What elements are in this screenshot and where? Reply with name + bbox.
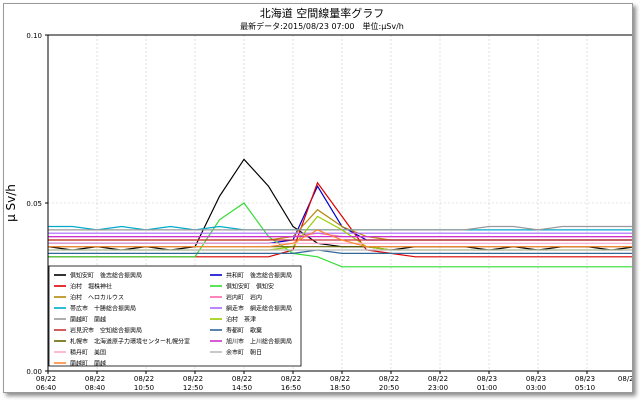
x-tick-time-label: 01:00 [477, 384, 497, 392]
series-line-4 [48, 202, 632, 268]
legend-label: 俱知安町 後志総合振興局 [70, 272, 142, 280]
chart-frame: 北海道 空間線量率グラフ 最新データ:2015/08/23 07:00 単位:μ… [3, 3, 633, 393]
line-chart: 北海道 空間線量率グラフ 最新データ:2015/08/23 07:00 単位:μ… [4, 6, 632, 392]
y-tick-label: 0.00 [26, 368, 42, 376]
chart-title: 北海道 空間線量率グラフ [260, 6, 385, 20]
x-tick-date-label: 08/23 [526, 375, 546, 383]
x-tick-date-label: 08/22 [281, 375, 301, 383]
x-tick-time-label: 20:50 [379, 384, 399, 392]
x-tick-date-label: 08/22 [330, 375, 350, 383]
series-line-3 [48, 181, 632, 258]
legend-label: 岩内町 岩内 [226, 294, 262, 302]
x-tick-time-label: 18:50 [330, 384, 350, 392]
x-tick-time-label: 08:40 [85, 384, 105, 392]
legend-label: 泊村 茶津 [226, 316, 256, 324]
x-tick-time-label: 23:00 [428, 384, 448, 392]
x-tick-date-label: 08/22 [232, 375, 252, 383]
legend-label: 余市町 朝日 [226, 349, 262, 357]
x-tick-date-label: 08/22 [85, 375, 105, 383]
x-tick-date-label: 08/22 [428, 375, 448, 383]
series-line-2 [48, 184, 632, 244]
series-lines [47, 158, 632, 268]
legend-label: 岩見沢市 空知総合振興局 [70, 327, 142, 335]
legend-label: 札幌市 北海道原子力環境センター札幌分室 [70, 338, 190, 346]
legend-label: 旭川市 上川総合振興局 [226, 338, 292, 346]
x-tick-date-label: 08/23 [575, 375, 595, 383]
legend-box [48, 265, 302, 367]
grid-lines [48, 35, 632, 371]
y-tick-label: 0.05 [26, 200, 42, 208]
legend-label: 俱知安町 俱知安 [226, 283, 274, 291]
x-tick-date-label: 08/22 [134, 375, 154, 383]
x-tick-time-label: 06:40 [36, 384, 56, 392]
legend-label: 蘭越町 蘭越 [70, 316, 106, 324]
x-tick-date-label: 08/23 [477, 375, 497, 383]
x-tick-date-label: 08/22 [379, 375, 399, 383]
x-tick-date-label: 08/22 [183, 375, 203, 383]
x-tick-time-label: 16:50 [281, 384, 301, 392]
legend-label: 共和町 後志総合振興局 [226, 272, 292, 280]
x-tick-time-label: 03:00 [526, 384, 546, 392]
x-tick-time-label: 14:50 [232, 384, 252, 392]
x-tick-time-label: 05:10 [575, 384, 595, 392]
x-tick-time-label: 10:50 [134, 384, 154, 392]
x-tick-date-label: 08/22 [36, 375, 56, 383]
legend-label: 泊村 堀株神社 [70, 283, 112, 291]
y-tick-labels: 0.00 0.05 0.10 [26, 32, 48, 376]
series-line-12 [48, 249, 632, 254]
legend-label: 積丹町 美国 [70, 349, 106, 357]
x-tick-date-label: 08/23 [618, 375, 632, 383]
series-line-17 [48, 229, 632, 248]
legend-label: 泊村 ヘロカルウス [70, 294, 124, 302]
legend-label: 網走市 網走総合振興局 [226, 305, 292, 313]
legend-label: 蘭越町 蘭越 [70, 360, 106, 368]
x-tick-labels: 08/2206:4008/2208:4008/2210:5008/2212:50… [36, 371, 632, 392]
y-axis-label: μ Sv/h [4, 184, 18, 222]
chart-subtitle: 最新データ:2015/08/23 07:00 単位:μSv/h [240, 21, 404, 31]
x-tick-time-label: 12:50 [183, 384, 203, 392]
legend-label: 寿都町 歌棄 [226, 327, 262, 335]
legend-label: 帯広市 十勝総合振興局 [70, 305, 136, 313]
y-tick-label: 0.10 [26, 32, 42, 40]
